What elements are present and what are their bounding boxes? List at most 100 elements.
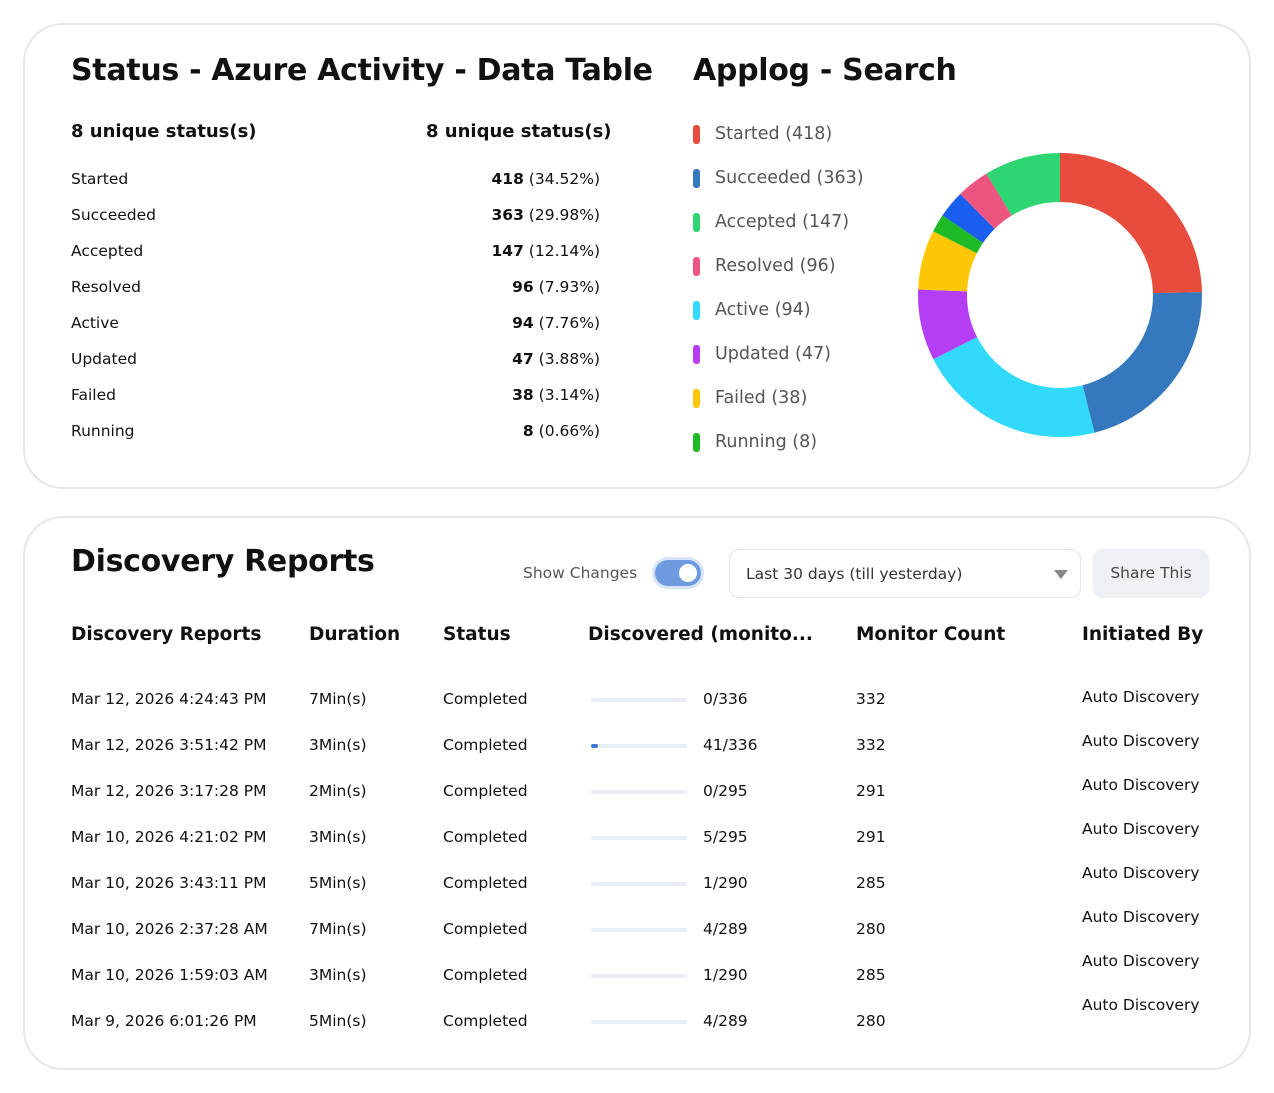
status-count: 363 xyxy=(491,206,524,224)
report-date[interactable]: Mar 10, 2026 1:59:03 AM xyxy=(71,966,268,984)
show-changes-label: Show Changes xyxy=(523,564,638,582)
column-header-monitor-count[interactable]: Monitor Count xyxy=(856,624,1006,645)
donut-slice-started[interactable] xyxy=(1060,153,1202,294)
applog-widget-title: Applog - Search xyxy=(693,53,957,88)
legend-swatch xyxy=(693,301,700,320)
report-date[interactable]: Mar 12, 2026 3:17:28 PM xyxy=(71,782,267,800)
column-header-discovery-reports[interactable]: Discovery Reports xyxy=(71,624,262,645)
report-date[interactable]: Mar 10, 2026 3:43:11 PM xyxy=(71,874,267,892)
legend-swatch xyxy=(693,345,700,364)
donut-slice-blue-segment[interactable] xyxy=(942,193,995,243)
share-this-button[interactable]: Share This xyxy=(1093,549,1209,598)
legend-label: Accepted (147) xyxy=(715,212,850,232)
legend-swatch xyxy=(693,257,700,276)
show-changes-toggle[interactable] xyxy=(655,560,701,586)
donut-slice-succeeded[interactable] xyxy=(1082,292,1202,433)
report-status: Completed xyxy=(443,966,528,984)
unique-status-header-left: 8 unique status(s) xyxy=(71,121,257,142)
status-value: 47 (3.88%) xyxy=(512,350,600,368)
discovered-count: 4/289 xyxy=(703,920,748,938)
report-duration: 3Min(s) xyxy=(309,736,367,754)
status-percent: (12.14%) xyxy=(528,242,600,260)
date-range-value: Last 30 days (till yesterday) xyxy=(746,565,963,583)
status-row: Updated 47 (3.88%) xyxy=(71,350,600,372)
discovered-progress-bar xyxy=(591,744,687,748)
unique-status-header-right: 8 unique status(s) xyxy=(426,121,612,142)
status-label: Running xyxy=(71,422,135,440)
status-widget-card: Status - Azure Activity - Data Table App… xyxy=(23,23,1251,489)
donut-slice-updated[interactable] xyxy=(918,289,978,360)
column-header-duration[interactable]: Duration xyxy=(309,624,401,645)
discovered-progress-fill xyxy=(591,744,598,748)
donut-slice-accepted[interactable] xyxy=(986,153,1060,216)
report-status: Completed xyxy=(443,874,528,892)
report-date[interactable]: Mar 9, 2026 6:01:26 PM xyxy=(71,1012,257,1030)
status-percent: (7.93%) xyxy=(538,278,600,296)
column-header-initiated-by[interactable]: Initiated By xyxy=(1082,624,1204,645)
donut-slice-resolved[interactable] xyxy=(960,173,1012,229)
discovered-count: 0/336 xyxy=(703,690,748,708)
status-value: 96 (7.93%) xyxy=(512,278,600,296)
status-percent: (0.66%) xyxy=(538,422,600,440)
status-value: 94 (7.76%) xyxy=(512,314,600,332)
initiated-by: Auto Discovery xyxy=(1082,908,1200,926)
legend-label: Running (8) xyxy=(715,432,818,452)
toggle-knob xyxy=(679,564,697,582)
donut-slice-failed[interactable] xyxy=(918,231,977,292)
status-row: Running 8 (0.66%) xyxy=(71,422,600,444)
column-header-discovered[interactable]: Discovered (monito... xyxy=(588,624,813,645)
report-status: Completed xyxy=(443,736,528,754)
monitor-count: 285 xyxy=(856,966,886,984)
monitor-count: 285 xyxy=(856,874,886,892)
discovered-progress-bar xyxy=(591,1020,687,1024)
status-percent: (3.88%) xyxy=(538,350,600,368)
report-date[interactable]: Mar 12, 2026 4:24:43 PM xyxy=(71,690,267,708)
report-date[interactable]: Mar 10, 2026 4:21:02 PM xyxy=(71,828,267,846)
report-duration: 5Min(s) xyxy=(309,1012,367,1030)
discovered-progress-bar xyxy=(591,882,687,886)
legend-label: Succeeded (363) xyxy=(715,168,864,188)
status-label: Updated xyxy=(71,350,137,368)
status-row: Failed 38 (3.14%) xyxy=(71,386,600,408)
column-header-status[interactable]: Status xyxy=(443,624,511,645)
status-value: 8 (0.66%) xyxy=(523,422,600,440)
report-status: Completed xyxy=(443,782,528,800)
monitor-count: 291 xyxy=(856,828,886,846)
legend-swatch xyxy=(693,213,700,232)
applog-donut-chart xyxy=(918,153,1202,437)
status-label: Resolved xyxy=(71,278,142,296)
legend-label: Failed (38) xyxy=(715,388,808,408)
discovered-progress-bar xyxy=(591,698,687,702)
monitor-count: 280 xyxy=(856,1012,886,1030)
discovered-count: 0/295 xyxy=(703,782,748,800)
report-duration: 7Min(s) xyxy=(309,920,367,938)
donut-slice-running[interactable] xyxy=(933,215,983,254)
status-count: 38 xyxy=(512,386,534,404)
report-status: Completed xyxy=(443,1012,528,1030)
discovered-count: 1/290 xyxy=(703,874,748,892)
donut-slice-active[interactable] xyxy=(933,337,1095,437)
discovered-count: 4/289 xyxy=(703,1012,748,1030)
status-count: 94 xyxy=(512,314,534,332)
status-count: 147 xyxy=(491,242,524,260)
status-row: Resolved 96 (7.93%) xyxy=(71,278,600,300)
initiated-by: Auto Discovery xyxy=(1082,732,1200,750)
legend-label: Resolved (96) xyxy=(715,256,836,276)
monitor-count: 332 xyxy=(856,690,886,708)
status-row: Started 418 (34.52%) xyxy=(71,170,600,192)
status-value: 363 (29.98%) xyxy=(492,206,601,224)
discovered-progress-bar xyxy=(591,974,687,978)
legend-swatch xyxy=(693,433,700,452)
status-value: 147 (12.14%) xyxy=(492,242,601,260)
report-date[interactable]: Mar 12, 2026 3:51:42 PM xyxy=(71,736,267,754)
status-label: Started xyxy=(71,170,129,188)
initiated-by: Auto Discovery xyxy=(1082,952,1200,970)
discovered-count: 1/290 xyxy=(703,966,748,984)
initiated-by: Auto Discovery xyxy=(1082,688,1200,706)
date-range-select[interactable]: Last 30 days (till yesterday) xyxy=(729,549,1081,598)
report-duration: 3Min(s) xyxy=(309,966,367,984)
status-row: Accepted 147 (12.14%) xyxy=(71,242,600,264)
report-date[interactable]: Mar 10, 2026 2:37:28 AM xyxy=(71,920,268,938)
status-value: 418 (34.52%) xyxy=(492,170,601,188)
initiated-by: Auto Discovery xyxy=(1082,776,1200,794)
